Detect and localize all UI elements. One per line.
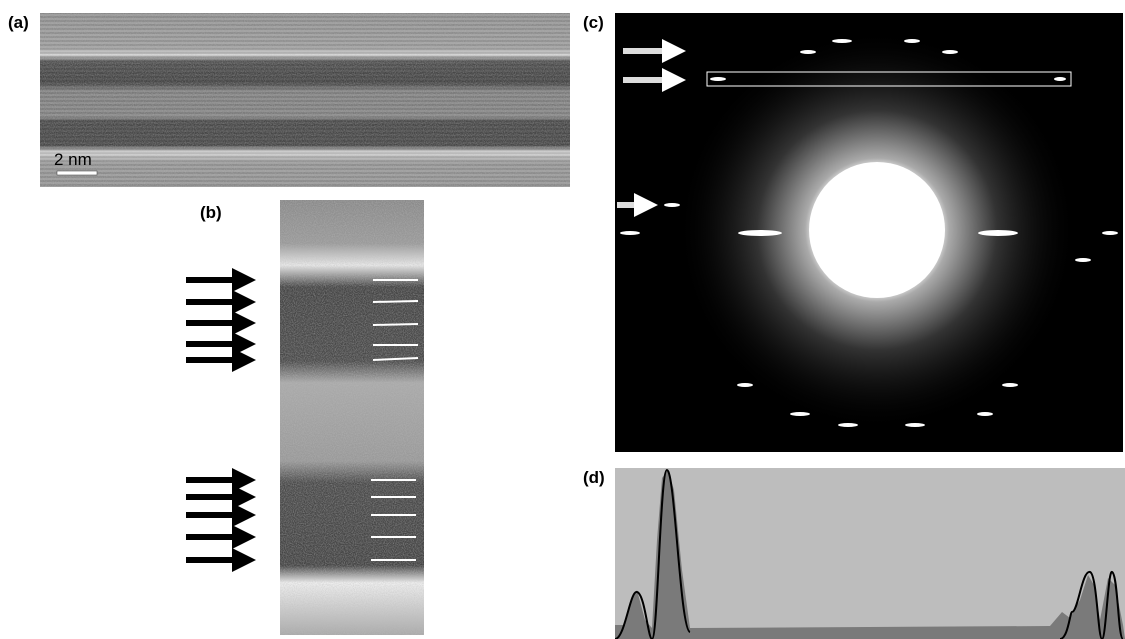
panel-d-profile bbox=[614, 468, 1125, 639]
panel-label: (c) bbox=[583, 13, 604, 32]
panel-c-image bbox=[615, 13, 1123, 452]
fringe-lines bbox=[371, 279, 419, 561]
panel-a-image bbox=[40, 13, 570, 187]
arrows bbox=[617, 39, 686, 217]
scale-bar-label: 2 nm bbox=[54, 150, 92, 169]
scale-bar bbox=[56, 170, 98, 176]
panel-label: (a) bbox=[8, 13, 29, 32]
panel-label: (b) bbox=[200, 203, 222, 222]
panel-label: (d) bbox=[583, 468, 605, 487]
arrows bbox=[186, 268, 256, 572]
panel-b-image bbox=[280, 200, 424, 635]
